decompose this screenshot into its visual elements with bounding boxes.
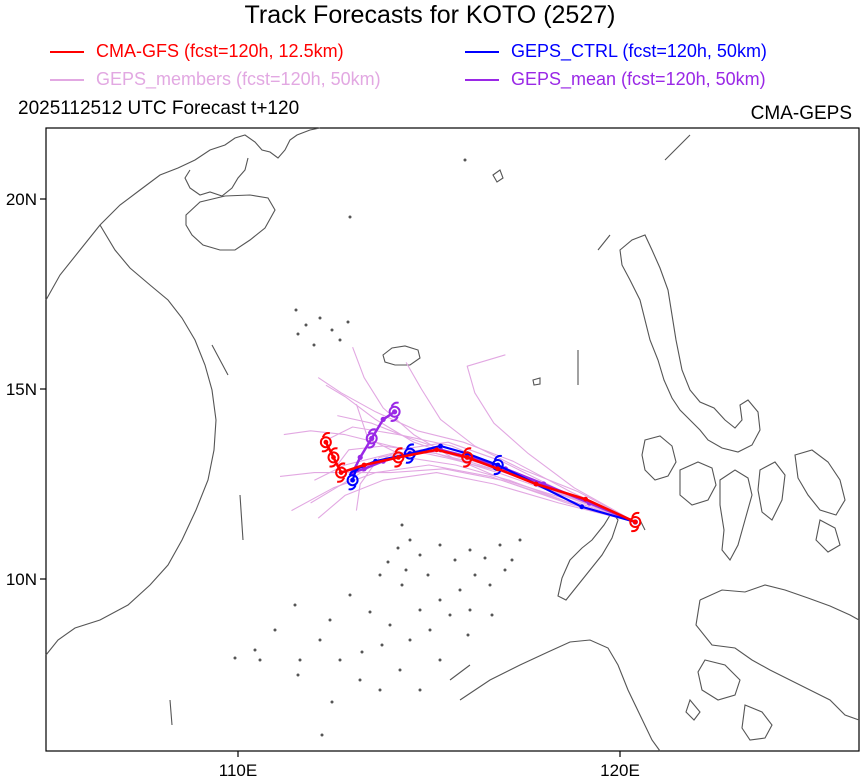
coastline-sulu (685, 659, 773, 741)
cma-gfs-line-point (338, 470, 344, 475)
cma-gfs-symbol-start (629, 511, 642, 533)
legend-label-cma-gfs: CMA-GFS (fcst=120h, 12.5km) (96, 41, 344, 61)
lon-label-120e: 120E (600, 761, 640, 780)
geps-mean-line-point (380, 416, 386, 422)
coastline-dashes (169, 134, 691, 726)
forecast-time-label: 2025112512 UTC Forecast t+120 (18, 98, 300, 119)
legend-geps-mean: GEPS_mean (fcst=120h, 50km) (465, 66, 766, 92)
geps-member-track (336, 445, 636, 523)
geps-mean-line-point (392, 409, 398, 415)
cma-gfs-line-point (495, 466, 501, 472)
legend-swatch-cma-gfs (50, 51, 84, 54)
geps-ctrl-symbol-b (403, 443, 416, 464)
geps-member-track (317, 377, 636, 523)
cma-gfs-line-point (361, 462, 367, 468)
coastline-mindanao (695, 584, 860, 721)
cma-gfs-symbol-c (335, 462, 348, 483)
lat-label-15n: 15N (6, 380, 37, 399)
geps-member-track (317, 472, 636, 523)
cma-gfs-line-point (583, 496, 588, 502)
geps-ctrl-line-point (438, 443, 443, 449)
geps-member-track (279, 468, 636, 523)
model-name-label: CMA-GEPS (750, 103, 852, 124)
cma-gfs-symbol-a (461, 447, 474, 468)
legend-swatch-geps-mean (465, 79, 499, 82)
geps-mean-line-point (357, 454, 363, 460)
cma-gfs-line-point (632, 519, 638, 525)
cma-gfs-line-point (434, 447, 439, 453)
legend-swatch-geps-ctrl (465, 51, 499, 54)
coastline-mindoro (641, 435, 677, 481)
cma-gfs-line-point (323, 439, 329, 445)
axis-ticks (40, 198, 621, 757)
geps-mean-symbol-mid (365, 428, 378, 449)
lon-label-110e: 110E (219, 761, 257, 780)
legend-cma-gfs: CMA-GFS (fcst=120h, 12.5km) (50, 38, 344, 64)
geps-ctrl-symbol-end (346, 470, 359, 491)
geps-ctrl-line-point (350, 477, 355, 483)
coastline-borneo (459, 639, 661, 752)
coastline-visayas (679, 449, 846, 561)
cma-gfs-symbol-end (319, 432, 332, 453)
legend-geps-members: GEPS_members (fcst=120h, 50km) (50, 66, 381, 92)
legend-label-geps-mean: GEPS_mean (fcst=120h, 50km) (511, 69, 766, 89)
cma-gfs-symbol-d (327, 447, 340, 468)
coastline-palawan (557, 511, 619, 601)
cma-gfs-line-point (396, 455, 401, 460)
geps-ctrl-line-point (495, 462, 501, 468)
coastline-mainland (45, 127, 321, 656)
legend-geps-ctrl: GEPS_CTRL (fcst=120h, 50km) (465, 38, 767, 64)
coastline-islets (382, 169, 541, 386)
geps-mean-symbol-end (388, 401, 401, 422)
legend-swatch-geps-members (50, 79, 84, 82)
legend-label-geps-members: GEPS_members (fcst=120h, 50km) (96, 69, 381, 89)
coastline-luzon (619, 234, 761, 453)
coastline-hainan (185, 194, 276, 251)
geps-mean-line-point (369, 435, 375, 441)
cma-gfs-symbol-b (392, 447, 405, 468)
lat-label-20n: 20N (6, 190, 37, 209)
lat-label-10n: 10N (6, 570, 37, 589)
geps-mean-line-point (361, 466, 367, 472)
coastlines (45, 127, 860, 752)
legend-label-geps-ctrl: GEPS_CTRL (fcst=120h, 50km) (511, 41, 767, 61)
reef-dots (233, 158, 522, 737)
geps-member-track (355, 404, 636, 523)
cma-gfs-line-point (331, 455, 336, 460)
chart-title: Track Forecasts for KOTO (2527) (244, 1, 616, 29)
cma-gfs-line-point (533, 481, 539, 487)
cma-gfs-line-point (464, 455, 470, 460)
geps-ctrl-line-point (579, 504, 585, 510)
geps-member-track (466, 354, 636, 523)
cma-gfs-track (319, 432, 642, 533)
